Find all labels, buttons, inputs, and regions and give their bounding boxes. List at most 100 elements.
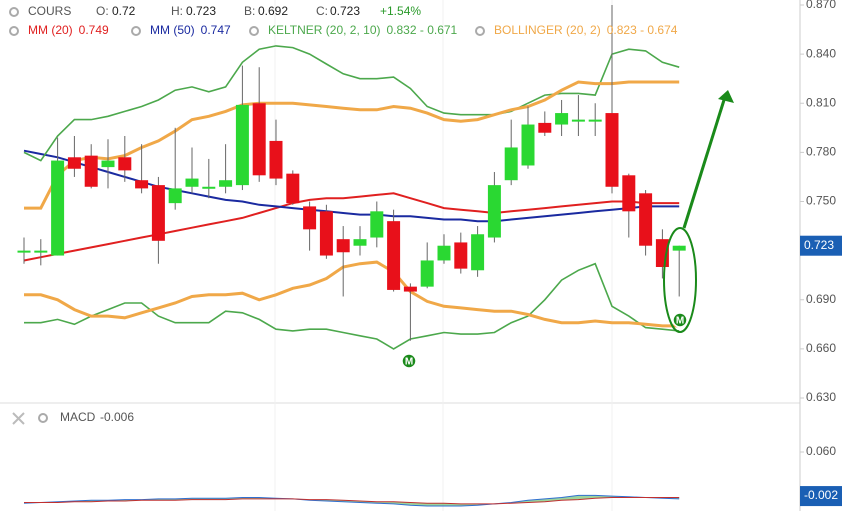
candle-body bbox=[319, 211, 333, 256]
overlay-line bbox=[23, 45, 680, 162]
price-box bbox=[800, 235, 842, 256]
y-tick-label: 0.810 bbox=[806, 95, 836, 109]
candle-body bbox=[571, 119, 585, 122]
candle-body bbox=[303, 206, 317, 230]
legend-name: KELTNER (20, 2, 10) bbox=[268, 23, 381, 37]
candle-body bbox=[605, 113, 619, 187]
macd-name: MACD bbox=[60, 410, 96, 424]
candle-body bbox=[17, 250, 31, 253]
change: +1.54% bbox=[380, 4, 421, 18]
legend-name: MM (50) bbox=[150, 23, 195, 37]
arrow-head bbox=[718, 90, 734, 103]
candle-body bbox=[471, 234, 485, 271]
legend-value: 0.832 - 0.671 bbox=[387, 23, 458, 37]
plot bbox=[17, 4, 804, 399]
candle-body bbox=[34, 250, 48, 253]
candle-body bbox=[454, 242, 468, 269]
macd-value: -0.006 bbox=[100, 410, 134, 424]
legend-value: 0.749 bbox=[79, 23, 109, 37]
candle-body bbox=[672, 245, 686, 251]
candle-body bbox=[437, 245, 451, 261]
y-tick-label: 0.690 bbox=[806, 292, 836, 306]
label: C: bbox=[316, 4, 328, 18]
candle-body bbox=[588, 119, 602, 122]
candle-body bbox=[370, 211, 384, 238]
gear-icon[interactable] bbox=[475, 26, 485, 36]
candle-body bbox=[252, 103, 266, 176]
candle-body bbox=[521, 124, 535, 166]
candle-body bbox=[504, 147, 518, 181]
macd-line bbox=[24, 497, 680, 505]
candle-body bbox=[151, 185, 165, 241]
overlay-lower-line bbox=[24, 262, 680, 350]
candle-body bbox=[538, 122, 552, 133]
marker-label: M bbox=[676, 316, 684, 327]
candle-body bbox=[403, 286, 417, 292]
gear-icon[interactable] bbox=[9, 26, 19, 36]
gear-icon[interactable] bbox=[249, 26, 259, 36]
macd-box-label: -0.002 bbox=[804, 488, 838, 502]
value: 0.723 bbox=[330, 4, 360, 18]
highlight-ellipse bbox=[663, 227, 697, 333]
candle-body bbox=[420, 260, 434, 287]
instrument: COURS bbox=[28, 4, 71, 18]
label: B: bbox=[244, 4, 255, 18]
value: 0.72 bbox=[112, 4, 136, 18]
marker-label: M bbox=[405, 357, 413, 368]
overlay-line bbox=[23, 192, 680, 262]
close-icon[interactable] bbox=[12, 412, 25, 425]
price-box-label: 0.723 bbox=[804, 238, 834, 252]
candle-body bbox=[639, 193, 653, 246]
overlay-line bbox=[24, 80, 680, 210]
gear-icon[interactable] bbox=[131, 26, 141, 36]
candle-body bbox=[269, 140, 283, 179]
candle-body bbox=[185, 178, 199, 187]
macd-header: MACD -0.006 bbox=[12, 410, 134, 425]
arrow-shaft bbox=[682, 99, 726, 229]
label: O: bbox=[96, 4, 109, 18]
legend-value: 0.747 bbox=[201, 23, 231, 37]
candle-body bbox=[84, 155, 98, 187]
legend-value: 0.823 - 0.674 bbox=[607, 23, 678, 37]
y-tick-label: 0.750 bbox=[806, 194, 836, 208]
gear-icon[interactable] bbox=[9, 7, 19, 17]
y-tick-label: 0.870 bbox=[806, 0, 836, 11]
macd-line bbox=[23, 494, 680, 507]
value: 0.692 bbox=[258, 4, 288, 18]
candle-body bbox=[118, 157, 132, 171]
legend: MM (20) 0.749 MM (50) 0.747 KELTNER (20, 2, … bbox=[9, 23, 678, 37]
macd-box bbox=[800, 486, 842, 507]
candle-body bbox=[135, 180, 149, 189]
candle-body bbox=[219, 180, 233, 187]
candle-body bbox=[622, 175, 636, 212]
y-tick-label: 0.630 bbox=[806, 390, 836, 404]
y-tick-label: 0.060 bbox=[806, 444, 836, 458]
header: COURS O: 0.72 H: 0.723 B: 0.692 C: 0.723… bbox=[9, 4, 421, 18]
legend-name: BOLLINGER (20, 2) bbox=[494, 23, 601, 37]
candle-body bbox=[286, 173, 300, 204]
value: 0.723 bbox=[186, 4, 216, 18]
marker-circle bbox=[672, 312, 688, 328]
candle-body bbox=[235, 104, 249, 186]
y-tick-label: 0.780 bbox=[806, 145, 836, 159]
y-tick-label: 0.840 bbox=[806, 46, 836, 60]
candle-body bbox=[202, 186, 216, 189]
overlay-line bbox=[23, 149, 680, 223]
candle-body bbox=[336, 239, 350, 253]
candle-body bbox=[487, 185, 501, 238]
gear-icon[interactable] bbox=[38, 413, 48, 423]
candle-body bbox=[353, 239, 367, 246]
candle-body bbox=[168, 188, 182, 204]
candle-body bbox=[67, 157, 81, 169]
candle-body bbox=[51, 160, 65, 256]
legend-name: MM (20) bbox=[28, 23, 73, 37]
candle-body bbox=[555, 113, 569, 125]
y-tick-label: 0.660 bbox=[806, 341, 836, 355]
marker-circle bbox=[401, 353, 417, 369]
overlay-lower-line bbox=[24, 260, 680, 328]
label: H: bbox=[171, 4, 183, 18]
candle-body bbox=[387, 221, 401, 290]
candle-body bbox=[101, 160, 115, 168]
